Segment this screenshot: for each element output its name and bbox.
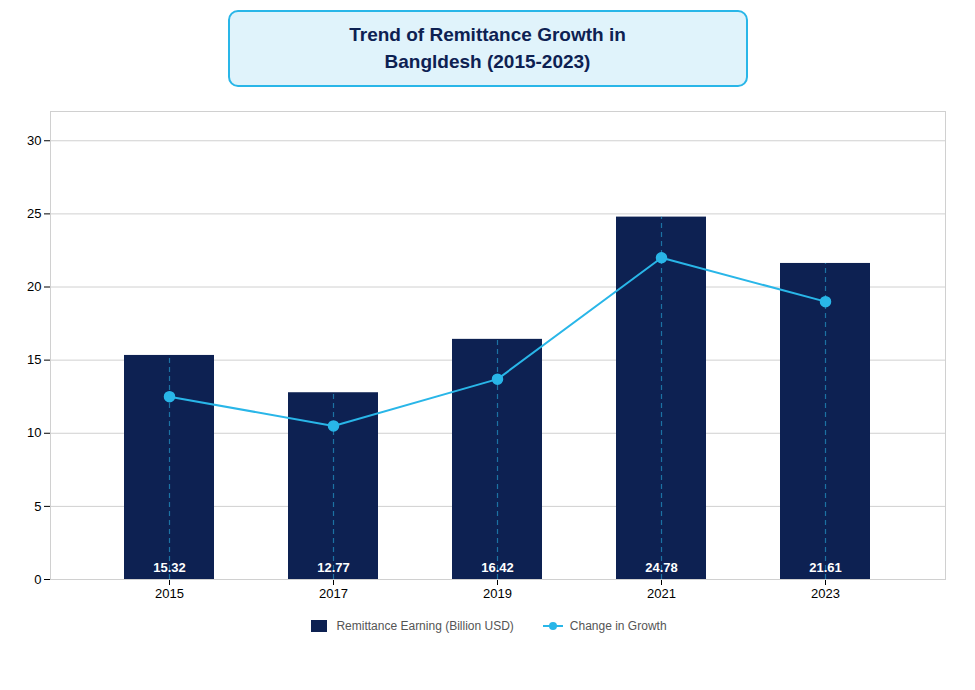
svg-text:10: 10 [27, 426, 41, 441]
svg-text:21.61: 21.61 [809, 560, 842, 575]
html-text:Bangldesh (2015-2023): Bangldesh (2015-2023) [384, 50, 591, 72]
svg-text:5: 5 [34, 499, 41, 514]
svg-text:12.77: 12.77 [317, 560, 350, 575]
svg-text:2019: 2019 [483, 586, 512, 601]
svg-text:2017: 2017 [319, 586, 348, 601]
svg-text:2015: 2015 [155, 586, 184, 601]
html-text:Trend of Remittance Growth in: Trend of Remittance Growth in [349, 24, 626, 45]
svg-text:2021: 2021 [647, 586, 676, 601]
svg-text:20: 20 [27, 279, 41, 294]
svg-text:15: 15 [27, 352, 41, 367]
svg-text:0: 0 [34, 572, 41, 587]
svg-text:25: 25 [27, 206, 41, 221]
svg-text:24.78: 24.78 [645, 560, 678, 575]
html-text:Change in Growth: Change in Growth [569, 619, 667, 634]
svg-text:16.42: 16.42 [481, 560, 514, 575]
svg-text:2023: 2023 [811, 586, 840, 601]
svg-text:30: 30 [27, 133, 41, 148]
html-text:Remittance Earning (Billion US: Remittance Earning (Billion USD) [336, 619, 514, 634]
svg-text:15.32: 15.32 [153, 560, 186, 575]
